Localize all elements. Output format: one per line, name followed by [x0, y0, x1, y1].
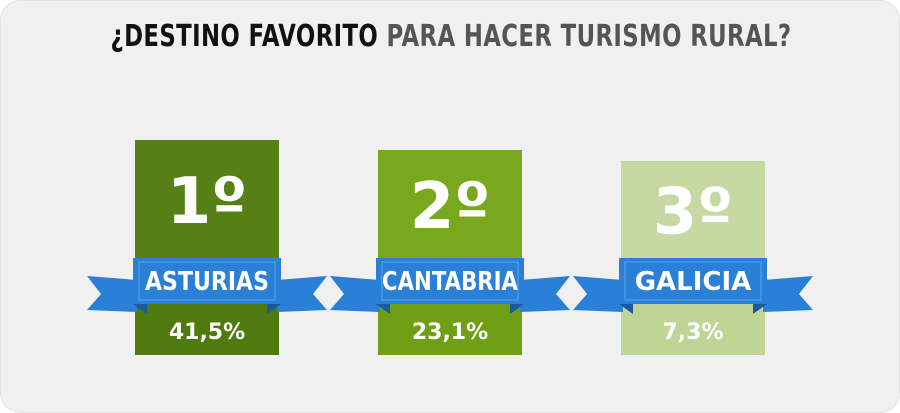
title-light: PARA HACER TURISMO RURAL? — [386, 19, 792, 54]
podium-card-asturias: 1º ASTURIAS 41,5% — [87, 140, 327, 355]
rank-number: 2º — [410, 170, 491, 244]
ribbon-banner-border — [381, 261, 519, 301]
ribbon-fold-left — [133, 304, 147, 314]
ribbon-tail-right — [277, 276, 327, 312]
percentage-label: 23,1% — [412, 320, 488, 345]
title-strong: ¿DESTINO FAVORITO — [110, 19, 379, 54]
rank-number: 3º — [653, 176, 734, 250]
ribbon-tail-left — [573, 276, 623, 312]
chart-title: ¿DESTINO FAVORITO PARA HACER TURISMO RUR… — [109, 17, 793, 57]
ribbon-banner-border — [138, 261, 276, 301]
ribbon-fold-right — [753, 304, 767, 314]
percentage-label: 7,3% — [662, 320, 723, 345]
ribbon-fold-right — [267, 304, 281, 314]
ribbon-tail-left — [87, 276, 137, 312]
rank-number: 1º — [167, 165, 248, 239]
podium-card-galicia: 3º GALICIA 7,3% — [573, 161, 813, 355]
podium-card-cantabria: 2º CANTABRIA 23,1% — [330, 150, 570, 355]
place-name: ASTURIAS — [145, 267, 269, 297]
percentage-label: 41,5% — [169, 320, 245, 345]
rank-box — [621, 161, 765, 268]
ribbon-fold-left — [619, 304, 633, 314]
ribbon-banner — [133, 258, 281, 304]
rank-box — [135, 140, 279, 268]
ribbon-banner — [619, 258, 767, 304]
ribbon-tail-left — [330, 276, 380, 312]
rank-box — [378, 150, 522, 268]
place-name: GALICIA — [635, 267, 752, 297]
ribbon-fold-right — [510, 304, 524, 314]
ribbon-fold-left — [376, 304, 390, 314]
place-name: CANTABRIA — [382, 267, 518, 297]
ribbon-banner-border — [624, 261, 762, 301]
ribbon-tail-right — [520, 276, 570, 312]
ribbon-tail-right — [763, 276, 813, 312]
ribbon-banner — [376, 258, 524, 304]
